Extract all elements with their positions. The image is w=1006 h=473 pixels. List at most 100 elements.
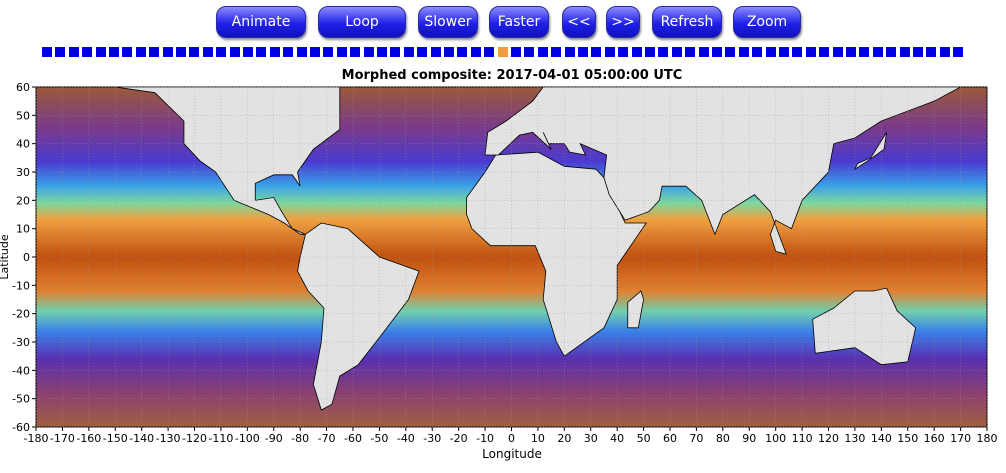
frame-square[interactable] [189,47,200,57]
toolbar-button[interactable]: >> [606,6,640,38]
toolbar-button[interactable]: Refresh [652,6,722,38]
y-tick-label: -30 [12,336,30,349]
x-tick-label: -180 [24,432,49,445]
frame-square[interactable] [953,47,964,57]
x-tick-label: 130 [844,432,865,445]
frame-square[interactable] [256,47,267,57]
frame-square[interactable] [913,47,923,57]
frame-square[interactable] [618,47,629,57]
frame-square[interactable] [645,47,655,57]
frame-square[interactable] [336,47,347,57]
toolbar-button[interactable]: << [562,6,596,38]
x-tick-label: -140 [129,432,154,445]
frame-square[interactable] [846,47,856,57]
toolbar-button[interactable]: Faster [489,6,549,38]
frame-square[interactable] [484,47,495,57]
frame-square[interactable] [109,47,119,57]
frame-square[interactable] [403,47,414,57]
frame-square[interactable] [350,47,361,57]
frame-square[interactable] [202,47,213,57]
frame-square[interactable] [243,47,253,57]
frame-square[interactable] [511,47,521,57]
y-tick-label: -20 [12,308,30,321]
frame-square[interactable] [738,47,749,57]
frame-square[interactable] [792,47,803,57]
x-tick-label: 30 [584,432,598,445]
frame-square[interactable] [832,47,843,57]
frame-square[interactable] [591,47,602,57]
frame-square[interactable] [765,47,776,57]
toolbar-button[interactable]: Slower [418,6,478,38]
frame-square[interactable] [497,47,508,57]
toolbar-button[interactable]: Animate [216,6,306,38]
frame-square[interactable] [886,47,897,57]
x-tick-label: 150 [897,432,918,445]
frame-square[interactable] [712,47,722,57]
frame-square[interactable] [685,47,696,57]
frame-square[interactable] [82,47,93,57]
y-tick-label: -60 [12,421,30,434]
x-tick-label: 80 [716,432,730,445]
x-tick-label: -50 [370,432,388,445]
frame-square[interactable] [296,47,307,57]
x-tick-label: -160 [76,432,101,445]
frame-square[interactable] [926,47,937,57]
frame-square[interactable] [752,47,763,57]
frame-square[interactable] [390,47,401,57]
x-tick-label: -90 [265,432,283,445]
frame-square[interactable] [859,47,870,57]
frame-square[interactable] [604,47,615,57]
frame-square[interactable] [323,47,334,57]
frame-square[interactable] [310,47,320,57]
frame-square[interactable] [779,47,789,57]
x-tick-label: 60 [663,432,677,445]
frame-square[interactable] [444,47,454,57]
frame-square[interactable] [149,47,160,57]
x-tick-label: 140 [871,432,892,445]
frame-square[interactable] [457,47,468,57]
frame-square[interactable] [95,47,106,57]
frame-square[interactable] [377,47,387,57]
frame-square[interactable] [551,47,562,57]
frame-square[interactable] [176,47,186,57]
frame-square[interactable] [42,47,52,57]
frame-square[interactable] [363,47,374,57]
frame-square[interactable] [269,47,280,57]
land-mass [297,222,420,411]
toolbar-button[interactable]: Loop [318,6,406,38]
frame-square[interactable] [68,47,79,57]
frame-square[interactable] [578,47,588,57]
frame-square[interactable] [819,47,830,57]
frame-square[interactable] [698,47,709,57]
x-tick-label: -150 [103,432,128,445]
frame-square[interactable] [55,47,66,57]
x-tick-label: -10 [476,432,494,445]
land-mass [627,290,644,329]
frame-square[interactable] [229,47,240,57]
frame-square[interactable] [417,47,428,57]
frame-square[interactable] [216,47,227,57]
frame-square[interactable] [725,47,736,57]
frame-square[interactable] [537,47,548,57]
y-tick-label: -40 [12,364,30,377]
frame-square[interactable] [658,47,669,57]
frame-square[interactable] [470,47,481,57]
frame-square[interactable] [283,47,294,57]
frame-square[interactable] [524,47,535,57]
frame-square[interactable] [135,47,146,57]
frame-square[interactable] [872,47,883,57]
frame-square[interactable] [631,47,642,57]
frame-square[interactable] [430,47,441,57]
land-mass [484,86,961,255]
frame-square[interactable] [939,47,950,57]
frame-square[interactable] [564,47,575,57]
frame-square[interactable] [671,47,682,57]
frame-square[interactable] [162,47,173,57]
land-mass [115,86,341,235]
frame-square[interactable] [805,47,816,57]
frame-square[interactable] [899,47,910,57]
toolbar-button[interactable]: Zoom [733,6,801,38]
frame-square[interactable] [122,47,133,57]
